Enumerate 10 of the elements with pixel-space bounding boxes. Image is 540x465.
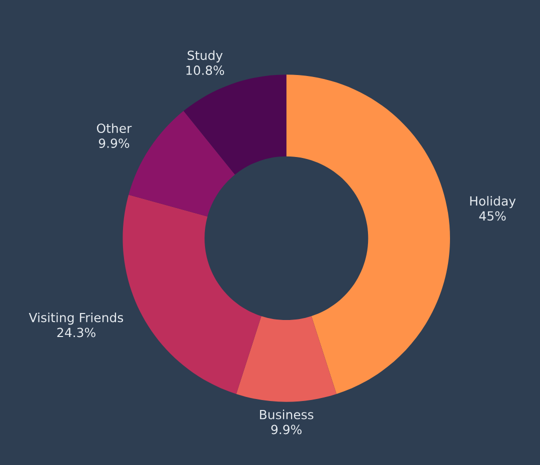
slice-label: Visiting Friends — [28, 312, 124, 325]
slice-label: Business — [260, 410, 314, 420]
data-label: 9.9% — [98, 138, 130, 148]
data-label: 9.9% — [271, 424, 302, 434]
data-label: 24.3% — [57, 328, 96, 338]
slice-label: Other — [96, 123, 132, 134]
slice-label: Holiday — [470, 196, 516, 208]
data-label: 45% — [479, 211, 506, 221]
data-label: 10.8% — [186, 66, 224, 75]
slice-label: Study — [188, 50, 223, 62]
